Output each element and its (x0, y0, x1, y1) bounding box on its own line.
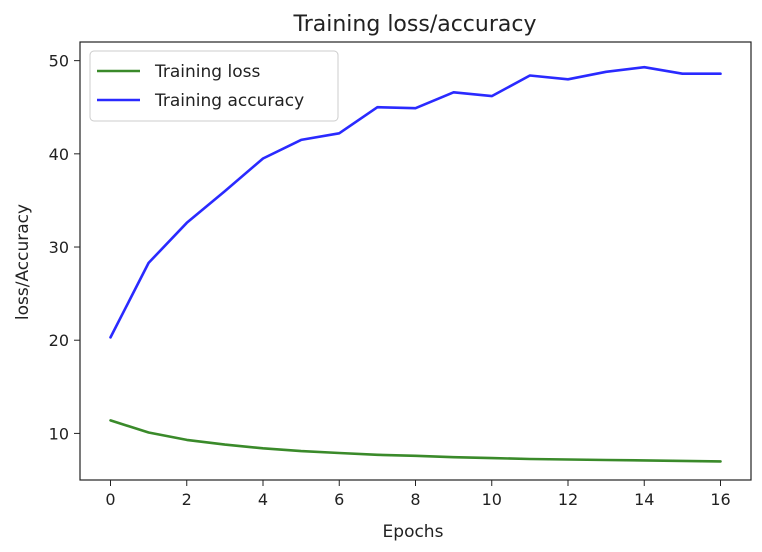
x-tick-label: 16 (710, 490, 730, 509)
x-tick-label: 2 (182, 490, 192, 509)
x-tick-label: 10 (482, 490, 502, 509)
y-tick-label: 40 (49, 145, 69, 164)
y-tick-label: 30 (49, 238, 69, 257)
y-axis-label: loss/Accuracy (13, 204, 33, 320)
series-line-1 (109, 65, 722, 339)
y-tick-label: 50 (49, 52, 69, 71)
legend-box (89, 50, 339, 122)
y-tick-label: 20 (49, 331, 69, 350)
series-lines (109, 65, 722, 463)
x-tick-label: 6 (334, 490, 344, 509)
chart-title: Training loss/accuracy (293, 12, 537, 37)
y-axis-ticks: 10 20 30 40 50 (49, 52, 80, 443)
x-tick-label: 0 (105, 490, 115, 509)
x-axis-label: Epochs (383, 522, 444, 542)
x-tick-label: 14 (634, 490, 654, 509)
legend-label-0: Training loss (154, 62, 260, 82)
series-line-0 (109, 419, 722, 463)
legend: Training loss Training accuracy (89, 50, 339, 122)
y-tick-label: 10 (49, 424, 69, 443)
x-tick-label: 12 (558, 490, 578, 509)
x-tick-label: 4 (258, 490, 268, 509)
x-tick-label: 8 (410, 490, 420, 509)
x-axis-ticks: 0 2 4 6 8 10 12 14 16 (105, 480, 731, 509)
legend-label-1: Training accuracy (154, 91, 304, 111)
